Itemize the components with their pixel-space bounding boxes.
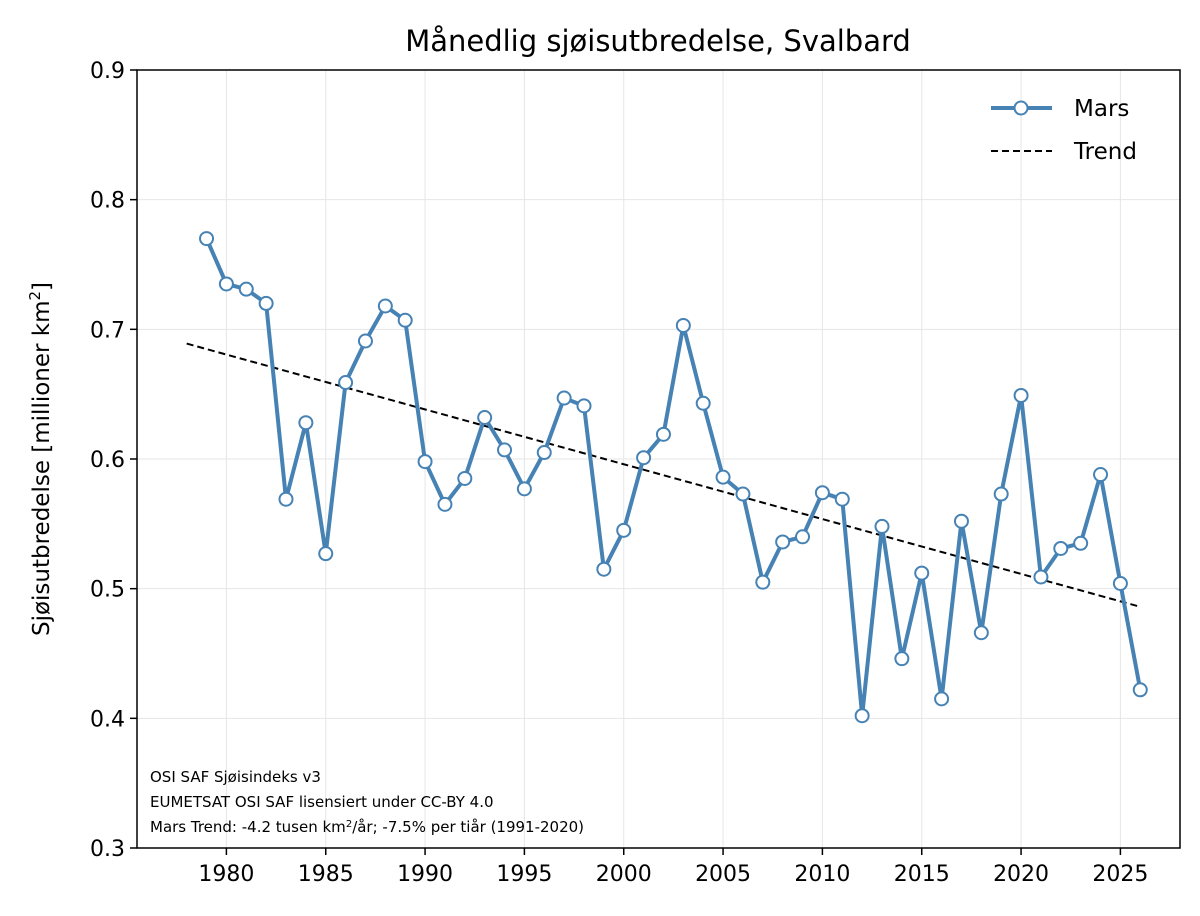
- data-point: [377, 298, 393, 314]
- grid: [137, 69, 1180, 849]
- trend-line: [186, 342, 1141, 608]
- data-point: [973, 625, 989, 641]
- data-point: [914, 565, 930, 581]
- data-point: [576, 398, 592, 414]
- x-tick-label: 2015: [894, 862, 950, 887]
- x-tick-label: 2025: [1092, 862, 1148, 887]
- data-point: [695, 395, 711, 411]
- data-point: [417, 454, 433, 470]
- data-point: [1013, 387, 1029, 403]
- data-point: [556, 390, 572, 406]
- data-point: [953, 513, 969, 529]
- trend-note-sup: 2: [346, 819, 352, 830]
- data-point: [715, 469, 731, 485]
- legend-mars-marker: [1013, 100, 1029, 116]
- data-point: [477, 410, 493, 426]
- x-tick-label: 2000: [596, 862, 652, 887]
- x-tick-label: 2005: [695, 862, 751, 887]
- data-point: [934, 691, 950, 707]
- data-point: [238, 281, 254, 297]
- data-point: [735, 486, 751, 502]
- data-point: [854, 708, 870, 724]
- data-point: [834, 491, 850, 507]
- y-axis-label-sup: 2: [26, 291, 44, 301]
- data-point: [993, 486, 1009, 502]
- data-point: [775, 534, 791, 550]
- legend-trend-label: Trend: [1073, 139, 1137, 165]
- data-point: [1073, 535, 1089, 551]
- y-tick-label: 0.8: [90, 189, 125, 214]
- legend: Mars Trend: [991, 96, 1137, 165]
- data-point: [596, 561, 612, 577]
- data-point: [357, 333, 373, 349]
- trend-note-pre: Mars Trend: -4.2 tusen km: [150, 818, 346, 836]
- data-point: [457, 470, 473, 486]
- trend-layer: [186, 342, 1141, 608]
- x-tick-label: 1995: [496, 862, 552, 887]
- data-point: [397, 312, 413, 328]
- data-point: [1053, 540, 1069, 556]
- x-tick-label: 2010: [794, 862, 850, 887]
- data-point: [814, 485, 830, 501]
- trend-note: Mars Trend: -4.2 tusen km2/år; -7.5% per…: [150, 818, 584, 836]
- data-point: [218, 276, 234, 292]
- y-axis-label: Sjøisutbredelse [millioner km2]: [26, 282, 55, 636]
- data-point: [258, 295, 274, 311]
- data-point: [675, 317, 691, 333]
- data-point: [894, 651, 910, 667]
- x-tick-label: 1990: [397, 862, 453, 887]
- data-point: [318, 546, 334, 562]
- data-point: [437, 496, 453, 512]
- data-point: [755, 574, 771, 590]
- data-point: [655, 426, 671, 442]
- y-tick-label: 0.5: [90, 578, 125, 603]
- data-point: [1093, 467, 1109, 483]
- y-axis: 0.3 0.4 0.5 0.6 0.7 0.8 0.9: [90, 59, 137, 862]
- y-tick-label: 0.7: [90, 318, 125, 343]
- x-tick-label: 1980: [198, 862, 254, 887]
- data-point: [298, 415, 314, 431]
- chart-title: Månedlig sjøisutbredelse, Svalbard: [405, 24, 911, 58]
- data-point: [1033, 569, 1049, 585]
- series-layer: [199, 231, 1148, 724]
- source-note-1: OSI SAF Sjøisindeks v3: [150, 768, 321, 786]
- data-point: [536, 445, 552, 461]
- x-axis: 1980 1985 1990 1995 2000 2005 2010 2015 2020 2025: [198, 848, 1148, 887]
- y-tick-label: 0.3: [90, 837, 125, 862]
- data-point: [278, 491, 294, 507]
- y-tick-label: 0.6: [90, 448, 125, 473]
- source-notes: OSI SAF Sjøisindeks v3 EUMETSAT OSI SAF …: [150, 768, 584, 836]
- data-point: [874, 518, 890, 534]
- data-point: [636, 450, 652, 466]
- data-point: [199, 231, 215, 247]
- data-point: [497, 442, 513, 458]
- y-axis-label-end: ]: [29, 282, 55, 291]
- series-line-mars: [204, 237, 1143, 718]
- y-tick-label: 0.9: [90, 59, 125, 84]
- data-point: [616, 522, 632, 538]
- data-point: [516, 481, 532, 497]
- x-tick-label: 1985: [298, 862, 354, 887]
- x-tick-label: 2020: [993, 862, 1049, 887]
- data-point: [1112, 575, 1128, 591]
- y-tick-label: 0.4: [90, 707, 125, 732]
- trend-note-post: /år; -7.5% per tiår (1991-2020): [352, 818, 584, 836]
- data-point: [338, 374, 354, 390]
- legend-mars-label: Mars: [1074, 96, 1129, 122]
- y-axis-label-main: Sjøisutbredelse [millioner km: [29, 300, 55, 636]
- data-point: [795, 529, 811, 545]
- source-note-2: EUMETSAT OSI SAF lisensiert under CC-BY …: [150, 793, 494, 811]
- data-point: [1132, 682, 1148, 698]
